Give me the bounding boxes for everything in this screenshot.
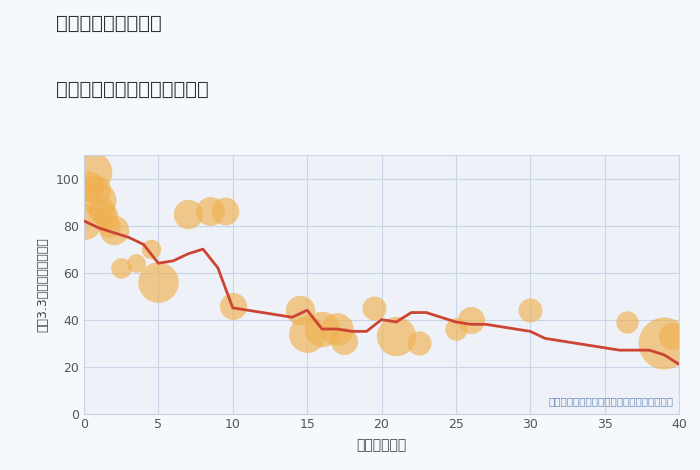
Point <box>104 222 115 229</box>
Point <box>101 212 112 220</box>
Point <box>90 187 101 194</box>
Point <box>659 339 670 347</box>
Point <box>220 208 231 215</box>
Point <box>302 330 313 337</box>
Point <box>450 325 461 333</box>
X-axis label: 築年数（年）: 築年数（年） <box>356 439 407 453</box>
Point <box>146 245 157 253</box>
Text: 円の大きさは、取引のあった物件面積を示す: 円の大きさは、取引のあった物件面積を示す <box>548 396 673 406</box>
Point <box>93 196 104 204</box>
Point <box>525 306 536 314</box>
Point <box>153 278 164 286</box>
Point <box>130 259 141 267</box>
Text: 築年数別中古マンション価格: 築年数別中古マンション価格 <box>56 80 209 99</box>
Point <box>183 210 194 218</box>
Text: 埼玉県幸手市円藤内: 埼玉県幸手市円藤内 <box>56 14 162 33</box>
Point <box>331 325 342 333</box>
Point <box>316 325 328 333</box>
Point <box>294 306 305 314</box>
Point <box>83 182 94 189</box>
Point <box>368 304 379 312</box>
Point <box>78 217 90 225</box>
Point <box>96 208 108 215</box>
Point <box>86 168 97 175</box>
Point <box>339 337 350 345</box>
Point <box>666 332 677 340</box>
Point <box>108 227 119 234</box>
Point <box>391 332 402 340</box>
Point <box>465 316 476 323</box>
Point <box>116 264 127 272</box>
Point <box>227 302 238 309</box>
Point <box>205 208 216 215</box>
Y-axis label: 坪（3.3㎡）単価（万円）: 坪（3.3㎡）単価（万円） <box>36 237 50 332</box>
Point <box>622 318 633 326</box>
Point <box>413 339 424 347</box>
